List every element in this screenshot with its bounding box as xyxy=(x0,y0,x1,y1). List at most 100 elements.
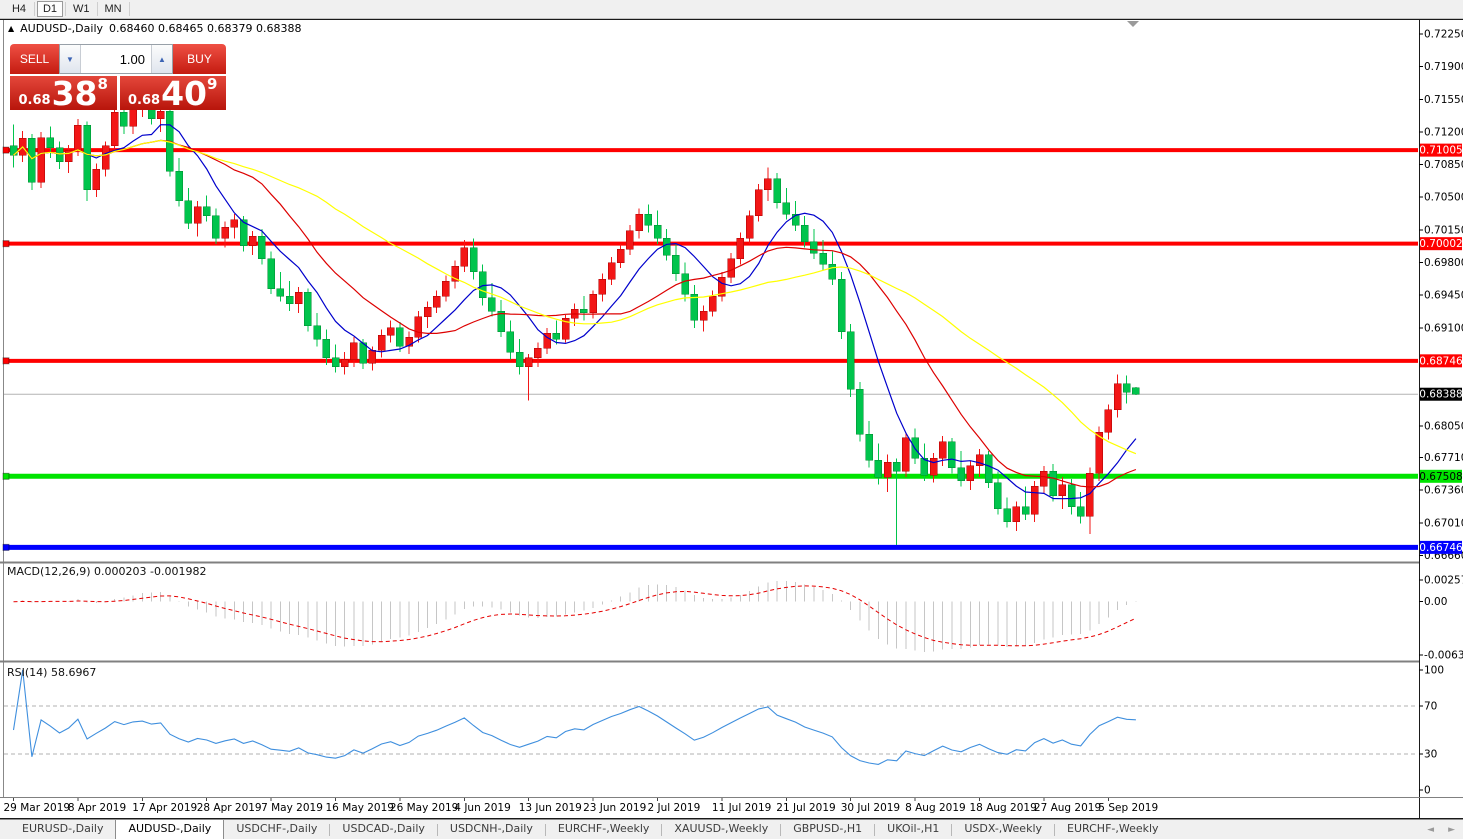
svg-text:0.66746: 0.66746 xyxy=(1419,542,1463,554)
macd-pane: MACD(12,26,9) 0.000203 -0.001982 xyxy=(7,565,1137,653)
svg-text:0.68388: 0.68388 xyxy=(1419,389,1462,401)
sell-price-pip: 8 xyxy=(97,75,108,93)
svg-text:0.00: 0.00 xyxy=(1424,596,1447,608)
tab-usdx-weekly[interactable]: USDX-,Weekly xyxy=(964,822,1043,835)
support-resistance-lines[interactable] xyxy=(2,146,1418,551)
svg-text:100: 100 xyxy=(1424,665,1444,677)
tab-separator xyxy=(780,824,782,836)
svg-text:2 Jul 2019: 2 Jul 2019 xyxy=(648,802,701,814)
symbol-tabbar: EURUSD-,Daily AUDUSD-,Daily USDCHF-,Daily U… xyxy=(0,819,1463,839)
buy-button[interactable]: BUY xyxy=(173,44,226,74)
svg-text:17 Apr 2019: 17 Apr 2019 xyxy=(132,802,197,814)
moving-average-line-8 xyxy=(13,124,1137,500)
tab-audusd-daily[interactable]: AUDUSD-,Daily xyxy=(115,820,225,839)
toolbar-separator xyxy=(128,2,130,16)
tab-gbpusd-h1[interactable]: GBPUSD-,H1 xyxy=(793,822,863,835)
toolbar-separator xyxy=(34,2,35,16)
tab-usdcnh-daily[interactable]: USDCNH-,Daily xyxy=(449,822,533,835)
svg-text:11 Jul 2019: 11 Jul 2019 xyxy=(712,802,771,814)
tab-usdcad-daily[interactable]: USDCAD-,Daily xyxy=(342,822,425,835)
sell-price-prefix: 0.68 xyxy=(18,93,51,108)
svg-text:8 Aug 2019: 8 Aug 2019 xyxy=(905,802,966,814)
hline-anchor-marker[interactable] xyxy=(2,472,10,480)
volume-stepper: ▼ ▲ xyxy=(59,44,173,74)
one-click-trading-panel: SELL ▼ ▲ BUY 0.68 38 8 0.68 40 9 xyxy=(10,44,226,110)
rsi-pane: RSI(14) 58.6967 xyxy=(4,666,1418,765)
toolbar-separator xyxy=(96,2,98,16)
toolbar-separator xyxy=(65,2,66,16)
timeframe-button-mn[interactable]: MN xyxy=(100,1,127,17)
timeframe-button-d1[interactable]: D1 xyxy=(37,1,63,17)
volume-increase-button[interactable]: ▲ xyxy=(151,45,172,73)
svg-text:18 Aug 2019: 18 Aug 2019 xyxy=(970,802,1037,814)
sell-price-display[interactable]: 0.68 38 8 xyxy=(10,76,117,110)
svg-text:0.67508: 0.67508 xyxy=(1419,471,1462,483)
svg-text:70: 70 xyxy=(1424,701,1437,713)
timeframe-button-h4[interactable]: H4 xyxy=(6,1,32,17)
svg-text:30 Jul 2019: 30 Jul 2019 xyxy=(841,802,900,814)
tab-xauusd-weekly[interactable]: XAUUSD-,Weekly xyxy=(674,822,769,835)
tab-eurusd-daily[interactable]: EURUSD-,Daily xyxy=(22,822,104,835)
volume-decrease-button[interactable]: ▼ xyxy=(60,45,81,73)
svg-text:16 May 2019: 16 May 2019 xyxy=(326,802,394,814)
svg-text:27 Aug 2019: 27 Aug 2019 xyxy=(1034,802,1101,814)
buy-price-prefix: 0.68 xyxy=(128,93,161,108)
sell-price-big: 38 xyxy=(51,73,98,113)
trade-controls-row: SELL ▼ ▲ BUY xyxy=(10,44,226,74)
tab-separator xyxy=(661,824,663,836)
rsi-label: RSI(14) 58.6967 xyxy=(7,666,96,679)
hline-anchor-marker[interactable] xyxy=(2,543,10,551)
svg-text:23 Jun 2019: 23 Jun 2019 xyxy=(583,802,646,814)
tab-scroll-right-icon[interactable]: ► xyxy=(1448,825,1455,835)
tab-scroll-left-icon[interactable]: ◄ xyxy=(1427,825,1435,835)
buy-price-display[interactable]: 0.68 40 9 xyxy=(119,73,226,113)
volume-input[interactable] xyxy=(81,45,151,73)
svg-text:29 Mar 2019: 29 Mar 2019 xyxy=(4,802,71,814)
chart-symbol-label: AUDUSD-,Daily xyxy=(20,22,104,35)
macd-label: MACD(12,26,9) 0.000203 -0.001982 xyxy=(7,565,206,578)
candlestick-series xyxy=(9,98,1140,546)
tab-eurchf-weekly[interactable]: EURCHF-,Weekly xyxy=(557,822,650,835)
svg-text:4 Jun 2019: 4 Jun 2019 xyxy=(454,802,510,814)
tab-ukoil-h1[interactable]: UKOil-,H1 xyxy=(887,822,940,835)
timeframe-toolbar: H4 D1 W1 MN xyxy=(0,0,1463,19)
moving-average-line-34 xyxy=(13,139,1137,455)
svg-text:7 May 2019: 7 May 2019 xyxy=(261,802,323,814)
svg-text:30: 30 xyxy=(1424,749,1437,761)
hline-anchor-marker[interactable] xyxy=(2,357,10,365)
tab-separator xyxy=(544,824,546,836)
chart-shift-marker-icon[interactable] xyxy=(1127,21,1139,27)
svg-text:0: 0 xyxy=(1424,785,1431,797)
svg-text:0.68746: 0.68746 xyxy=(1419,355,1463,367)
tab-separator xyxy=(1054,824,1056,836)
svg-text:21 Jul 2019: 21 Jul 2019 xyxy=(776,802,835,814)
tab-eurchf-weekly[interactable]: EURCHF-,Weekly xyxy=(1067,822,1159,835)
buy-price-big: 40 xyxy=(161,73,208,113)
svg-text:26 May 2019: 26 May 2019 xyxy=(390,802,458,814)
collapse-panel-icon[interactable]: ▲ xyxy=(8,24,15,33)
sell-button[interactable]: SELL xyxy=(10,44,59,74)
svg-text:0.71005: 0.71005 xyxy=(1419,145,1462,157)
tab-usdchf-daily[interactable]: USDCHF-,Daily xyxy=(236,822,318,835)
hline-anchor-marker[interactable] xyxy=(2,146,10,154)
timeframe-button-w1[interactable]: W1 xyxy=(68,1,95,17)
tab-separator xyxy=(951,824,953,836)
buy-price-pip: 9 xyxy=(207,75,218,93)
hline-anchor-marker[interactable] xyxy=(2,240,10,248)
